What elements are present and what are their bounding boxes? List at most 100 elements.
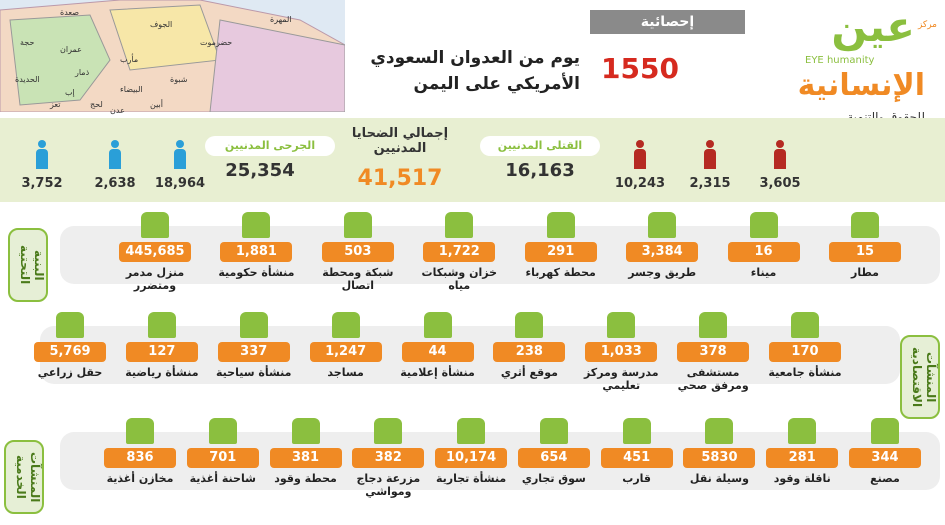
item-icon: [539, 418, 568, 444]
map-region: [9, 14, 111, 106]
item-label: منشأة رياضية: [125, 366, 199, 379]
logo-en: humanity: [826, 55, 875, 66]
item-icon: [788, 418, 817, 444]
figure-head: [111, 140, 119, 148]
figure-body: [634, 149, 646, 169]
item-value: 654: [517, 448, 590, 468]
killed-figure: [702, 140, 718, 170]
injured-figure: [34, 140, 50, 170]
item-value: 15: [829, 242, 901, 262]
item-label: مخازن أغذية: [106, 472, 174, 485]
item-icon: [622, 418, 651, 444]
figure-head: [776, 140, 784, 148]
item-icon: [242, 212, 271, 238]
item-icon: [648, 212, 677, 238]
item-value: 1,881: [220, 242, 293, 262]
map-label: البيضاء: [120, 85, 143, 94]
item-label: مدرسة ومركز تعليمي: [583, 366, 659, 392]
map-region: [209, 19, 345, 112]
item-label: منشأة حكومية: [218, 266, 295, 279]
logo-en: EYE: [805, 55, 824, 66]
title-line: الأمريكي على اليمن: [413, 74, 581, 94]
item-label: ميناء: [750, 266, 777, 279]
figure-body: [174, 149, 186, 169]
item-icon: [423, 312, 452, 338]
item-value: 10,174: [435, 448, 508, 468]
item-value: 451: [600, 448, 673, 468]
item-icon: [147, 312, 176, 338]
item-value: 378: [677, 342, 750, 362]
item-icon: [239, 312, 268, 338]
map-label: شبوة: [170, 75, 188, 84]
map-label: المهرة: [270, 15, 292, 24]
item-value: 127: [125, 342, 198, 362]
item-label: موقع أثري: [500, 366, 558, 379]
logo-word: الإنسانية: [797, 68, 925, 103]
item-icon: [126, 418, 154, 444]
item-icon: [791, 312, 819, 338]
item-value: 16: [727, 242, 800, 262]
injured-label: الجرحى المدنيين: [205, 136, 335, 156]
item-label: منشأة سياحية: [216, 366, 292, 379]
injured-figure: [107, 140, 123, 170]
casualty-band: [0, 118, 945, 202]
item-icon: [457, 418, 486, 444]
total-value: 41,517: [357, 166, 443, 191]
figure-head: [706, 140, 714, 148]
item-icon: [291, 418, 320, 444]
item-icon: [546, 212, 575, 238]
item-icon: [851, 212, 879, 238]
item-icon: [607, 312, 636, 338]
logo-word: عين: [831, 2, 915, 51]
item-label: منشأة تجارية: [435, 472, 507, 485]
map-label: حضرموت: [200, 38, 233, 47]
item-value: 291: [524, 242, 597, 262]
item-label: مستشفى ومرفق صحي: [677, 366, 749, 392]
item-label: مطار: [851, 266, 879, 279]
item-label: حقل زراعي: [37, 366, 103, 379]
item-value: 281: [766, 448, 839, 468]
killed-count: 2,315: [689, 176, 731, 191]
killed-count: 10,243: [614, 176, 666, 191]
title-line: يوم من العدوان السعودي: [370, 48, 580, 68]
item-value: 3,384: [626, 242, 699, 262]
injured-count: 2,638: [94, 176, 136, 191]
killed-figure: [772, 140, 788, 170]
section-title: المنشآت الخدمية: [4, 440, 44, 514]
injured-figure: [172, 140, 188, 170]
item-value: 836: [104, 448, 176, 468]
item-label: خزان وشبكات مياه: [421, 266, 498, 292]
item-label: مزرعة دجاج ومواشي: [356, 472, 421, 498]
item-label: مصنع: [870, 472, 900, 485]
figure-head: [176, 140, 184, 148]
section-title: المنشآت الاقتصادية: [900, 335, 940, 419]
item-value: 5830: [683, 448, 756, 468]
item-value: 344: [849, 448, 921, 468]
item-label: مساجد: [327, 366, 364, 379]
header-title: يوم من العدوان السعودي الأمريكي على اليم…: [330, 45, 580, 97]
item-label: شاحنة أغذية: [189, 472, 256, 485]
item-icon: [749, 212, 778, 238]
item-icon: [343, 212, 372, 238]
item-label: شبكة ومحطة اتصال: [322, 266, 394, 292]
item-value: 44: [401, 342, 474, 362]
injured-value: 25,354: [225, 160, 295, 181]
item-value: 382: [352, 448, 425, 468]
map-label: حجة: [20, 38, 35, 47]
item-value: 5,769: [34, 342, 106, 362]
figure-body: [774, 149, 786, 169]
map-label: تعز: [50, 100, 61, 109]
figure-body: [109, 149, 121, 169]
figure-body: [36, 149, 48, 169]
item-value: 1,247: [309, 342, 382, 362]
map-label: ذمار: [75, 68, 90, 77]
item-icon: [56, 312, 84, 338]
logo-tag: مركز: [917, 20, 937, 30]
item-value: 381: [269, 448, 342, 468]
logo-english: EYE humanity: [805, 55, 874, 66]
item-icon: [374, 418, 403, 444]
map-label: الحديدة: [15, 75, 40, 84]
injured-count: 3,752: [21, 176, 63, 191]
days-count: 1550: [601, 52, 679, 85]
map-label: عمران: [60, 45, 82, 54]
